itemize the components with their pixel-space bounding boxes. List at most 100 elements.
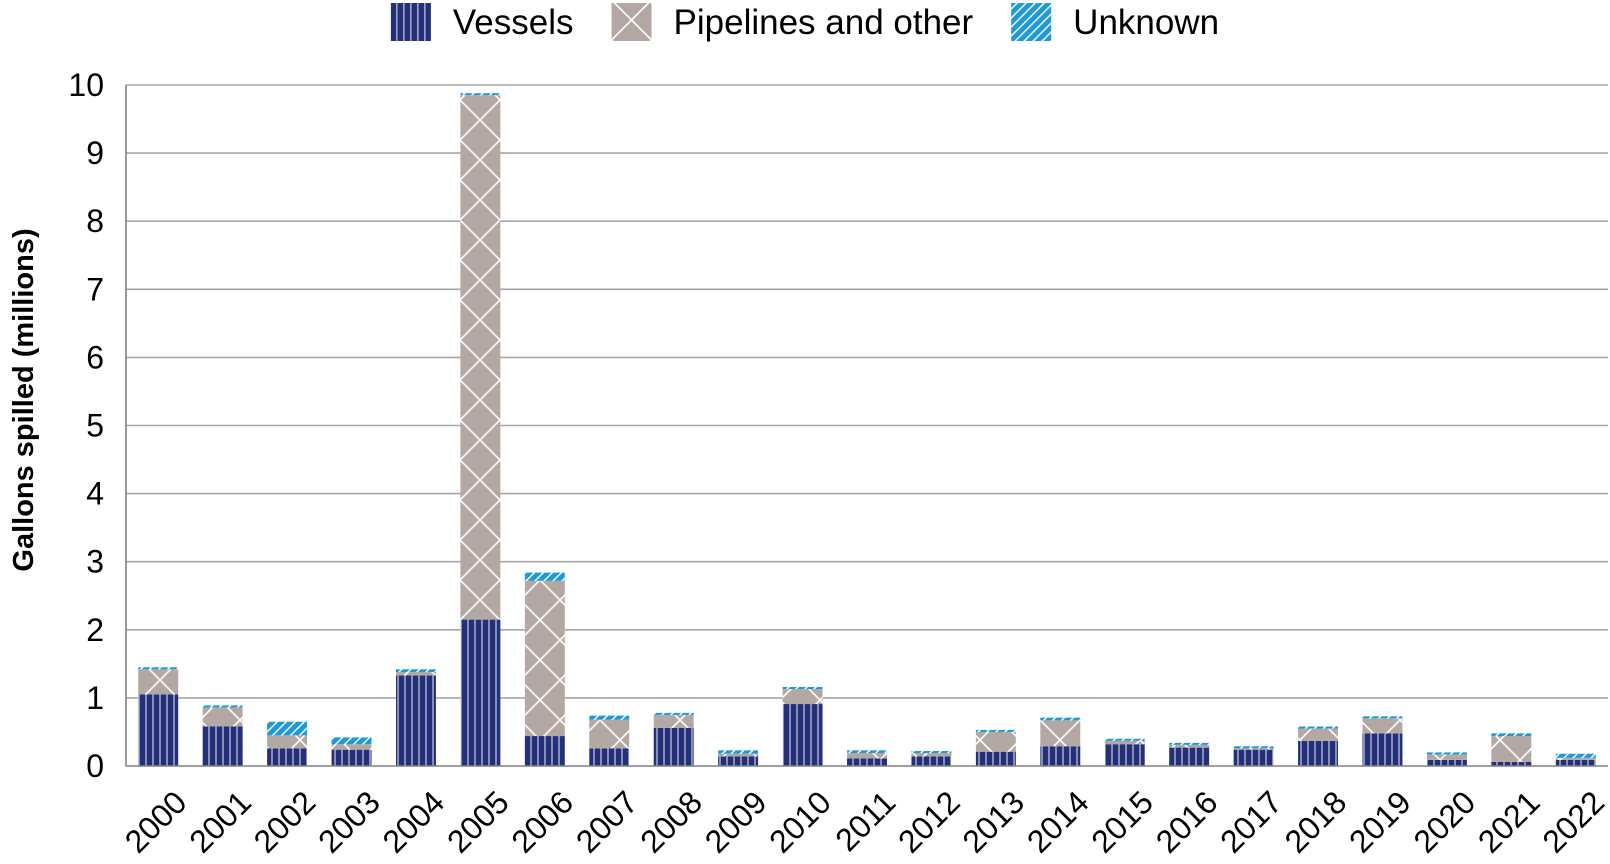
bar-unknown-2006: [524, 572, 565, 581]
bar-vessels-2018: [1298, 740, 1339, 766]
bar-vessels-2022: [1555, 759, 1596, 766]
y-tick-label: 6: [86, 339, 104, 375]
x-tick-label: 2002: [247, 784, 323, 860]
gridlines: [126, 84, 1608, 699]
bars: [138, 93, 1596, 766]
x-tick-label: 2012: [891, 784, 967, 860]
legend-item-unknown: Unknown: [1011, 3, 1219, 42]
bar-pipelines-and-other-2015: [1104, 740, 1145, 745]
bar-unknown-2001: [202, 705, 243, 708]
bar-vessels-2008: [653, 727, 694, 766]
x-tick-label: 2022: [1535, 784, 1610, 860]
legend-swatch: [1011, 3, 1052, 41]
bar-unknown-2000: [138, 667, 179, 670]
bar-vessels-2015: [1104, 744, 1145, 766]
bar-pipelines-and-other-2000: [138, 669, 179, 695]
x-tick-label: 2020: [1406, 784, 1482, 860]
x-tick-label: 2018: [1278, 784, 1354, 860]
bar-unknown-2016: [1169, 742, 1210, 745]
bar-pipelines-and-other-2007: [589, 719, 630, 749]
bar-vessels-2009: [718, 756, 759, 766]
y-tick-label: 7: [86, 271, 104, 307]
bar-unknown-2021: [1491, 733, 1532, 737]
x-tick-label: 2001: [182, 784, 258, 860]
bar-unknown-2009: [718, 750, 759, 754]
x-tick-label: 2005: [440, 784, 516, 860]
bar-vessels-2003: [331, 749, 372, 766]
y-tick-label: 2: [86, 612, 104, 648]
bar-pipelines-and-other-2012: [911, 753, 952, 757]
x-tick-label: 2017: [1213, 784, 1289, 860]
bar-pipelines-and-other-2020: [1426, 754, 1467, 760]
bar-unknown-2020: [1426, 752, 1467, 755]
x-tick-label: 2016: [1149, 784, 1225, 860]
bar-vessels-2000: [138, 694, 179, 766]
bar-unknown-2018: [1298, 726, 1339, 729]
bar-vessels-2011: [847, 758, 887, 766]
bar-vessels-2002: [267, 748, 308, 766]
bar-pipelines-and-other-2006: [524, 580, 565, 737]
bar-pipelines-and-other-2005: [460, 95, 501, 620]
bar-pipelines-and-other-2009: [718, 753, 759, 757]
bar-pipelines-and-other-2021: [1491, 736, 1532, 762]
bar-unknown-2015: [1104, 738, 1145, 741]
x-tick-label: 2015: [1084, 784, 1160, 860]
y-axis-title: Gallons spilled (millions): [8, 228, 40, 571]
bar-vessels-2013: [975, 751, 1016, 766]
bar-unknown-2019: [1362, 716, 1403, 719]
y-tick-labels: 0 1 2 3 4 5 6 7 8 9 10: [68, 67, 104, 784]
bar-pipelines-and-other-2013: [975, 731, 1016, 752]
bar-pipelines-and-other-2014: [1040, 720, 1081, 747]
bar-pipelines-and-other-2022: [1555, 757, 1596, 760]
y-tick-label: 3: [86, 544, 104, 580]
bar-pipelines-and-other-2018: [1298, 728, 1339, 741]
x-tick-label: 2006: [504, 784, 580, 860]
bar-vessels-2006: [524, 736, 565, 766]
x-tick-label: 2010: [762, 784, 838, 860]
bar-pipelines-and-other-2019: [1362, 718, 1403, 734]
bar-pipelines-and-other-2001: [202, 707, 243, 727]
bar-pipelines-and-other-2016: [1169, 744, 1210, 748]
x-tick-label: 2013: [955, 784, 1031, 860]
bar-vessels-2016: [1169, 747, 1210, 766]
bar-vessels-2012: [911, 756, 952, 766]
bar-vessels-2020: [1426, 759, 1467, 766]
y-tick-label: 4: [86, 476, 104, 512]
legend-label: Vessels: [453, 3, 574, 42]
x-tick-label: 2003: [311, 784, 387, 860]
bar-unknown-2017: [1233, 746, 1274, 749]
axes: [125, 85, 1608, 767]
x-tick-label: 2011: [828, 784, 902, 858]
legend-swatch: [611, 3, 652, 41]
x-tick-label: 2007: [569, 784, 645, 860]
y-tick-label: 0: [86, 748, 104, 784]
legend-item-pipelines-and-other: Pipelines and other: [611, 3, 974, 42]
legend-label: Unknown: [1073, 3, 1219, 42]
bar-vessels-2005: [460, 619, 501, 766]
bar-vessels-2014: [1040, 746, 1081, 766]
bar-unknown-2012: [911, 751, 952, 754]
bar-vessels-2019: [1362, 733, 1403, 766]
bar-pipelines-and-other-2008: [653, 714, 694, 728]
bar-unknown-2010: [782, 687, 823, 690]
y-tick-label: 8: [86, 203, 104, 239]
bar-unknown-2011: [847, 750, 887, 754]
legend-label: Pipelines and other: [674, 3, 974, 42]
bar-pipelines-and-other-2003: [331, 744, 372, 750]
bar-pipelines-and-other-2004: [395, 672, 436, 676]
bar-vessels-2021: [1491, 761, 1532, 766]
x-tick-labels: 2000200120022003200420052006200720082009…: [118, 784, 1610, 860]
bar-unknown-2003: [331, 737, 372, 745]
bar-vessels-2010: [782, 704, 823, 766]
y-tick-label: 10: [68, 67, 104, 103]
bar-vessels-2001: [202, 726, 243, 766]
bar-pipelines-and-other-2017: [1233, 748, 1274, 750]
x-tick-label: 2004: [376, 784, 452, 860]
bar-unknown-2014: [1040, 717, 1081, 721]
bar-unknown-2005: [460, 93, 501, 96]
legend: Vessels Pipelines and other Unknown: [390, 3, 1219, 42]
legend-swatch: [390, 3, 431, 41]
x-tick-label: 2019: [1342, 784, 1418, 860]
y-tick-label: 9: [86, 135, 104, 171]
bar-unknown-2002: [267, 721, 308, 736]
